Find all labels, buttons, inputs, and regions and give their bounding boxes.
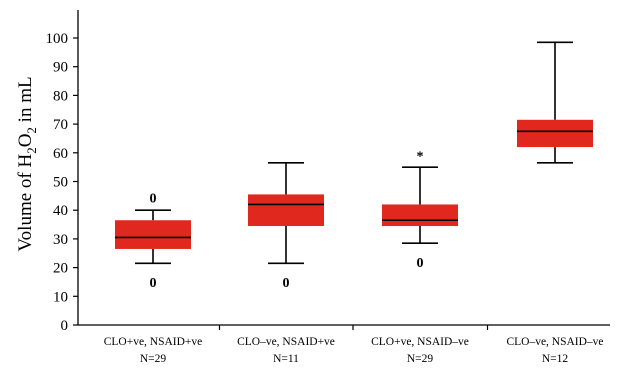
x-category-n: N=11 xyxy=(273,353,299,365)
y-tick-label: 90 xyxy=(53,60,68,76)
iqr-box xyxy=(248,194,324,226)
y-tick-label: 40 xyxy=(53,203,68,219)
y-tick-label: 50 xyxy=(53,175,68,191)
iqr-box xyxy=(382,204,458,226)
y-tick-label: 30 xyxy=(53,232,68,248)
annotation-label: * xyxy=(417,150,424,165)
annotation-label: 0 xyxy=(417,256,424,271)
iqr-box xyxy=(115,220,191,249)
y-tick-label: 10 xyxy=(53,289,68,305)
annotation-label: 0 xyxy=(150,191,157,206)
annotation-label: 0 xyxy=(150,276,157,291)
iqr-box xyxy=(517,119,593,148)
x-category-n: N=29 xyxy=(140,353,167,365)
x-category-n: N=29 xyxy=(407,353,434,365)
x-category-label: CLO–ve, NSAID–ve xyxy=(506,336,603,348)
x-category-label: CLO+ve, NSAID+ve xyxy=(104,336,203,348)
y-tick-label: 60 xyxy=(53,146,68,162)
x-category-n: N=12 xyxy=(542,353,569,365)
axes: 0 10 20 30 40 50 60 70 80 90 100 CLO+ve, NSAID+ve N=… xyxy=(46,10,610,365)
y-tick-label: 80 xyxy=(53,88,68,104)
annotations: 0 0 0 * 0 xyxy=(150,150,424,291)
y-tick-label: 70 xyxy=(53,117,68,133)
y-tick-label: 20 xyxy=(53,261,68,277)
box-series xyxy=(115,41,593,265)
x-category-label: CLO+ve, NSAID–ve xyxy=(371,336,469,348)
x-category-label: CLO–ve, NSAID+ve xyxy=(237,336,335,348)
y-axis-label: Volume of H2O2 in mL xyxy=(15,76,39,251)
y-tick-label: 100 xyxy=(46,31,69,47)
y-tick-label: 0 xyxy=(61,318,69,334)
annotation-label: 0 xyxy=(283,276,290,291)
